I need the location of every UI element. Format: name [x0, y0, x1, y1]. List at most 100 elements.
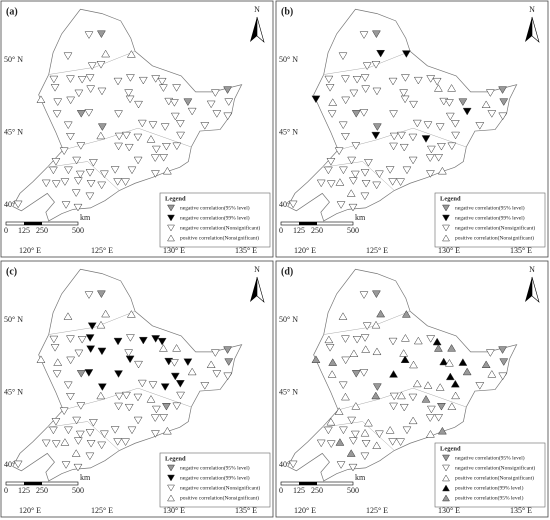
station-marker: [53, 98, 63, 107]
station-marker: [498, 346, 508, 354]
station-marker: [360, 169, 370, 177]
station-marker: [172, 142, 182, 151]
legend-symbol: [167, 214, 175, 222]
station-marker: [389, 392, 399, 401]
legend-item: negative correlation(95% level): [180, 464, 250, 471]
panel-label: (d): [281, 266, 293, 277]
lon-label: 120° E: [294, 506, 316, 515]
station-marker: [341, 75, 350, 83]
station-marker: [458, 358, 468, 366]
station-marker: [447, 142, 457, 151]
station-marker: [361, 345, 371, 353]
north-arrow-left: [525, 17, 532, 42]
station-marker: [388, 337, 398, 346]
panel-frame: [275, 260, 549, 518]
station-marker: [316, 439, 326, 448]
station-marker: [371, 290, 381, 299]
station-marker: [75, 430, 85, 439]
panel-frame: [0, 260, 274, 518]
lon-label: 125° E: [366, 246, 388, 255]
station-marker: [408, 416, 418, 425]
scale-label: 500: [72, 226, 84, 235]
station-marker: [423, 121, 433, 129]
station-marker: [86, 345, 96, 354]
station-marker: [327, 110, 337, 118]
station-marker: [425, 154, 435, 163]
station-marker: [433, 84, 443, 92]
station-marker: [88, 159, 98, 167]
station-marker: [341, 133, 350, 141]
scale-label: 500: [347, 226, 359, 235]
legend-title: Legend: [440, 445, 461, 452]
legend-box: [159, 192, 271, 248]
station-marker: [389, 402, 398, 411]
station-marker: [97, 123, 107, 131]
station-marker: [426, 335, 436, 343]
station-marker: [323, 426, 333, 435]
station-marker: [401, 50, 411, 58]
scale-label: 250: [36, 226, 48, 235]
scale-label: 125: [18, 226, 30, 235]
station-marker: [125, 334, 135, 342]
station-marker: [323, 166, 333, 175]
station-marker: [61, 461, 71, 469]
station-marker: [434, 414, 444, 422]
legend-item: positive correlation(Nonsignificant): [180, 234, 259, 241]
station-marker: [326, 180, 336, 189]
station-marker: [148, 381, 158, 389]
lat-label: 45° N: [279, 127, 298, 136]
scale-label: 125: [18, 486, 30, 495]
lat-label: 50° N: [4, 315, 23, 324]
lat-label: 45° N: [4, 127, 23, 136]
station-marker: [49, 335, 59, 344]
station-marker: [73, 463, 83, 472]
station-marker: [409, 100, 418, 109]
station-marker: [359, 31, 369, 39]
station-marker: [86, 440, 96, 448]
legend-symbol: [442, 474, 450, 482]
station-marker: [351, 402, 361, 410]
station-marker: [487, 369, 497, 378]
station-marker: [151, 145, 161, 154]
station-marker: [97, 181, 107, 190]
station-marker: [183, 98, 193, 107]
station-marker: [341, 96, 351, 105]
station-marker: [433, 344, 443, 352]
station-marker: [372, 123, 382, 131]
scale-label: 250: [311, 226, 323, 235]
station-marker: [60, 178, 70, 186]
station-marker: [348, 463, 358, 472]
station-marker: [374, 430, 384, 439]
scale-unit: km: [355, 473, 366, 482]
station-marker: [63, 52, 73, 61]
station-marker: [371, 391, 381, 400]
station-marker: [223, 112, 233, 121]
station-marker: [36, 355, 46, 363]
lon-label: 130° E: [163, 246, 185, 255]
station-marker: [351, 110, 361, 118]
station-marker: [338, 166, 348, 175]
station-marker: [363, 159, 373, 167]
station-marker: [85, 452, 95, 461]
station-marker: [210, 89, 220, 97]
station-marker: [59, 407, 69, 416]
north-arrow-left: [250, 17, 257, 42]
station-marker: [158, 84, 168, 92]
station-marker: [412, 379, 422, 388]
station-marker: [61, 201, 71, 209]
scale-label: 500: [347, 486, 359, 495]
station-marker: [96, 391, 106, 400]
station-marker: [432, 77, 442, 86]
station-marker: [161, 143, 171, 151]
station-marker: [372, 441, 382, 449]
station-marker: [371, 30, 381, 39]
station-marker: [425, 170, 435, 178]
station-marker: [110, 426, 120, 434]
station-marker: [326, 440, 336, 449]
station-marker: [63, 381, 73, 390]
scale-unit: km: [80, 213, 91, 222]
station-marker: [126, 50, 136, 58]
